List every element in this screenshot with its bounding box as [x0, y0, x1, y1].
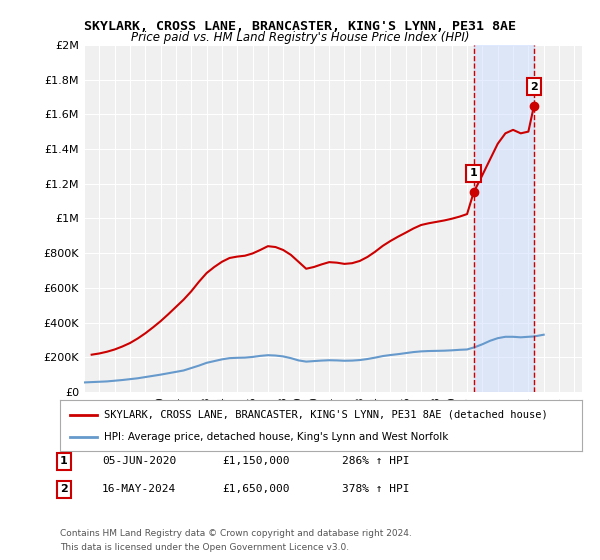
Text: 16-MAY-2024: 16-MAY-2024: [102, 484, 176, 494]
Text: £1,650,000: £1,650,000: [222, 484, 290, 494]
Text: Price paid vs. HM Land Registry's House Price Index (HPI): Price paid vs. HM Land Registry's House …: [131, 31, 469, 44]
Text: 05-JUN-2020: 05-JUN-2020: [102, 456, 176, 466]
Text: 378% ↑ HPI: 378% ↑ HPI: [342, 484, 409, 494]
Text: SKYLARK, CROSS LANE, BRANCASTER, KING'S LYNN, PE31 8AE (detached house): SKYLARK, CROSS LANE, BRANCASTER, KING'S …: [104, 409, 548, 419]
Text: 1: 1: [60, 456, 68, 466]
Text: 2: 2: [530, 82, 538, 92]
Bar: [473, 45, 534, 392]
Text: 2: 2: [60, 484, 68, 494]
Text: HPI: Average price, detached house, King's Lynn and West Norfolk: HPI: Average price, detached house, King…: [104, 432, 449, 442]
Text: £1,150,000: £1,150,000: [222, 456, 290, 466]
Text: 286% ↑ HPI: 286% ↑ HPI: [342, 456, 409, 466]
Text: This data is licensed under the Open Government Licence v3.0.: This data is licensed under the Open Gov…: [60, 543, 349, 552]
Text: 1: 1: [470, 169, 478, 179]
Text: Contains HM Land Registry data © Crown copyright and database right 2024.: Contains HM Land Registry data © Crown c…: [60, 529, 412, 538]
Text: SKYLARK, CROSS LANE, BRANCASTER, KING'S LYNN, PE31 8AE: SKYLARK, CROSS LANE, BRANCASTER, KING'S …: [84, 20, 516, 32]
